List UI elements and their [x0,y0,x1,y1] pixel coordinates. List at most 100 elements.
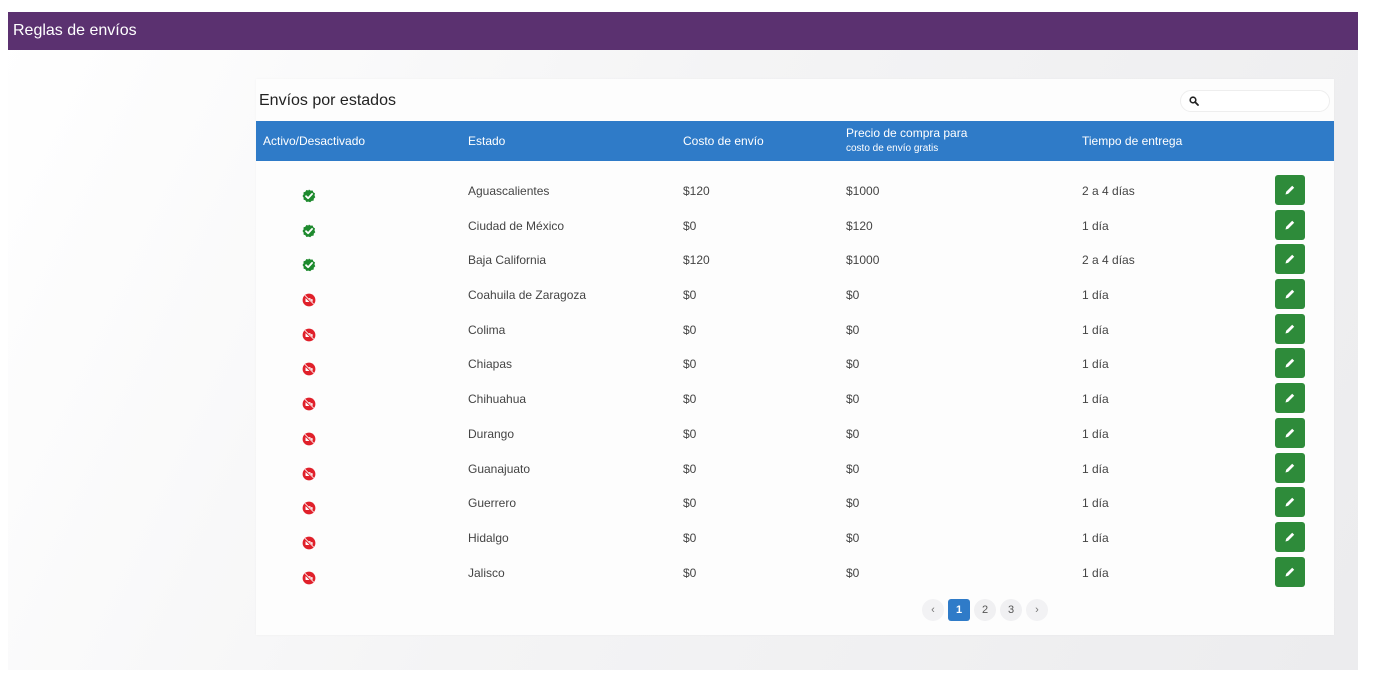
table-row: Chihuahua $0 $0 1 día [256,383,1334,418]
cell-cost: $0 [683,565,697,580]
pencil-icon [1284,288,1296,300]
cell-free-shipping-price: $0 [846,392,860,407]
pagination-next-button[interactable]: › [1026,599,1048,621]
cell-free-shipping-price: $0 [846,565,860,580]
cell-free-shipping-price: $0 [846,496,860,511]
cell-delivery-time: 2 a 4 días [1082,184,1135,198]
no-truck-icon[interactable] [302,536,316,550]
edit-button[interactable] [1275,279,1305,310]
edit-button[interactable] [1275,452,1305,483]
table-row: Chiapas $0 $0 1 día [256,348,1334,383]
column-header-cost[interactable]: Costo de envío [683,133,764,148]
table-row: Jalisco $0 $0 1 día [256,556,1334,592]
column-header-state[interactable]: Estado [468,133,506,148]
no-truck-icon[interactable] [302,467,316,481]
edit-button[interactable] [1275,521,1305,552]
edit-button[interactable] [1275,244,1305,275]
column-header-free-line2: costo de envío gratis [846,143,939,154]
cell-state: Chiapas [468,357,513,372]
no-truck-icon[interactable] [302,362,316,376]
cell-delivery-time: 1 día [1082,357,1109,372]
cell-cost: $0 [683,322,697,337]
check-badge-icon[interactable] [302,224,316,238]
cell-state: Ciudad de México [468,218,565,233]
pencil-icon [1284,566,1296,578]
cell-state: Jalisco [468,565,505,580]
cell-cost: $120 [683,184,710,198]
edit-button[interactable] [1275,556,1305,587]
cell-cost: $0 [683,461,697,476]
no-truck-icon[interactable] [302,571,316,585]
cell-cost: $0 [683,530,697,545]
cell-delivery-time: 1 día [1082,288,1109,303]
card-title: Envíos por estados [259,92,396,109]
cell-cost: $0 [683,392,697,407]
pencil-icon [1284,323,1296,335]
cell-state: Hidalgo [468,530,509,545]
pagination-prev-button[interactable]: ‹ [922,599,944,621]
table-body: Aguascalientes $120 $1000 2 a 4 días Ciudad … [256,161,1334,610]
edit-button[interactable] [1275,313,1305,344]
no-truck-icon[interactable] [302,432,316,446]
edit-button[interactable] [1275,487,1305,518]
search-box[interactable] [1180,90,1330,112]
table-row: Aguascalientes $120 $1000 2 a 4 días [256,175,1334,210]
table-row: Durango $0 $0 1 día [256,417,1334,453]
cell-state: Baja California [468,253,547,268]
cell-delivery-time: 1 día [1082,218,1109,233]
cell-delivery-time: 1 día [1082,530,1109,545]
table-row: Ciudad de México $0 $120 1 día [256,209,1334,245]
pencil-icon [1284,427,1296,439]
no-truck-icon[interactable] [302,328,316,342]
pencil-icon [1284,253,1296,265]
no-truck-icon[interactable] [302,293,316,307]
edit-button[interactable] [1275,209,1305,240]
search-icon [1189,96,1199,106]
pagination: ‹ 1 2 3 › [922,598,1048,622]
table-row: Guanajuato $0 $0 1 día [256,452,1334,488]
page-title: Reglas de envíos [13,22,137,39]
search-input[interactable] [1203,94,1317,108]
cell-state: Coahuila de Zaragoza [468,288,587,303]
cell-free-shipping-price: $0 [846,461,860,476]
column-header-active[interactable]: Activo/Desactivado [263,133,366,148]
cell-delivery-time: 1 día [1082,496,1109,511]
edit-button[interactable] [1275,175,1305,205]
cell-free-shipping-price: $120 [846,218,873,233]
pencil-icon [1284,219,1296,231]
pagination-page-2[interactable]: 2 [974,599,996,621]
cell-free-shipping-price: $0 [846,288,860,303]
cell-free-shipping-price: $0 [846,322,860,337]
top-bar: Reglas de envíos [8,12,1358,50]
table-header: Activo/Desactivado Estado Costo de envío… [256,121,1334,161]
cell-delivery-time: 1 día [1082,461,1109,476]
column-header-time[interactable]: Tiempo de entrega [1082,133,1183,148]
cell-state: Guanajuato [468,461,531,476]
pencil-icon [1284,496,1296,508]
cell-state: Aguascalientes [468,184,550,198]
cell-state: Colima [468,322,506,337]
column-header-free-shipping[interactable]: Precio de compra para costo de envío gra… [846,121,967,161]
cell-cost: $120 [683,253,710,268]
cell-state: Durango [468,426,515,441]
table-row: Hidalgo $0 $0 1 día [256,521,1334,557]
check-badge-icon[interactable] [302,189,316,203]
pencil-icon [1284,184,1296,196]
edit-button[interactable] [1275,417,1305,448]
edit-button[interactable] [1275,383,1305,414]
cell-free-shipping-price: $1000 [846,253,880,268]
edit-button[interactable] [1275,348,1305,379]
cell-cost: $0 [683,496,697,511]
table-row: Baja California $120 $1000 2 a 4 días [256,244,1334,279]
card-header: Envíos por estados [256,79,1334,121]
cell-cost: $0 [683,426,697,441]
app-window: Reglas de envíos Envíos por estados Acti… [8,12,1358,670]
pagination-page-1[interactable]: 1 [948,599,970,621]
cell-delivery-time: 2 a 4 días [1082,253,1135,268]
check-badge-icon[interactable] [302,258,316,272]
pagination-page-3[interactable]: 3 [1000,599,1022,621]
no-truck-icon[interactable] [302,397,316,411]
no-truck-icon[interactable] [302,501,316,515]
table-row: Colima $0 $0 1 día [256,313,1334,349]
cell-free-shipping-price: $1000 [846,184,880,198]
